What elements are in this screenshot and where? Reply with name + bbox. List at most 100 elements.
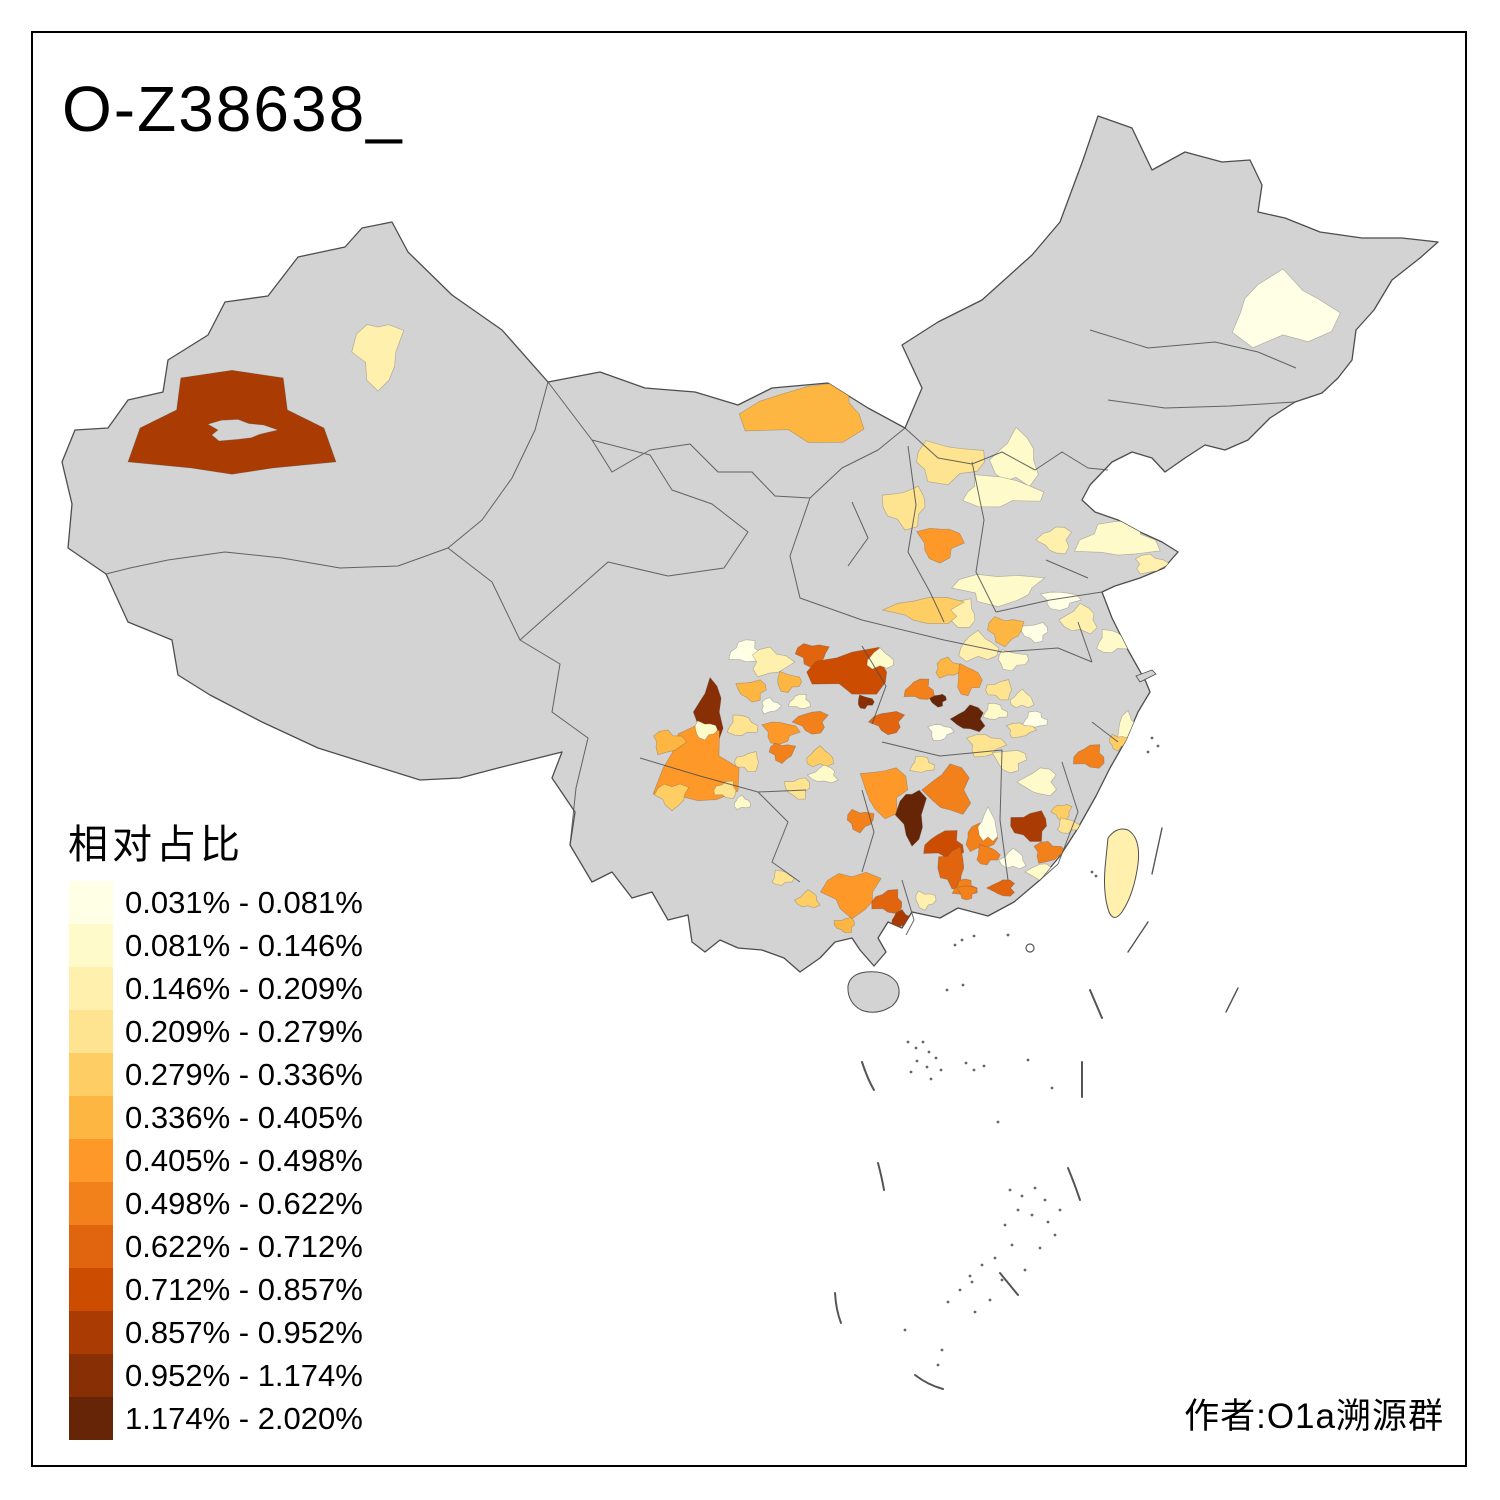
region-blob [1033,841,1067,864]
chongming-island [1135,669,1157,683]
region-blob [1019,622,1049,644]
legend-swatch [69,1053,113,1096]
region-blob [916,440,985,486]
region-blob [694,720,719,741]
region-blob [903,678,935,700]
region-blob [866,647,894,670]
legend-swatch [69,1311,113,1354]
hainan-island [847,971,900,1013]
region-blob [751,646,796,678]
region-blob [915,890,937,911]
island-dot [927,1050,931,1054]
region-blob [777,671,803,693]
island-dot [1050,1086,1054,1090]
region-blob [949,704,986,733]
island-dot [961,983,965,987]
region-blob [652,724,740,801]
region-blob [1035,526,1072,555]
region-blob [1016,767,1057,797]
region-blob [1134,553,1171,575]
region-blob [927,724,955,741]
island-dot [1030,1213,1034,1217]
legend-row: 0.952% - 1.174% [69,1354,363,1397]
legend-label: 0.857% - 0.952% [125,1314,363,1350]
sea-islands-dots [903,736,1160,1367]
region-blob [726,714,759,736]
island-dot [958,1288,962,1292]
legend-label: 0.081% - 0.146% [125,927,363,963]
island-dot [906,1040,910,1044]
region-blob [962,474,1045,508]
legend-row: 0.857% - 0.952% [69,1311,363,1354]
island-dot [972,934,976,938]
island-dot [988,1298,992,1302]
region-blob [735,679,767,703]
region-blob [761,721,801,745]
region-blob [1231,268,1341,349]
island-dot [968,1274,972,1278]
region-blob [734,751,759,773]
region-blob [881,597,966,624]
region-blob [1096,629,1130,654]
region-blob [654,783,690,812]
region-blob [1005,722,1038,739]
island-dot [993,1256,997,1260]
legend-swatch [69,1010,113,1053]
pratas-atoll [1025,943,1035,953]
legend-swatch [69,1139,113,1182]
region-blob [881,485,926,531]
island-dot [1150,736,1154,740]
legend-label: 0.622% - 0.712% [125,1228,363,1264]
prefecture-regions [127,268,1341,934]
legend-label: 0.336% - 0.405% [125,1099,363,1135]
legend-swatch [69,1354,113,1397]
nine-dash-line [834,827,1239,1390]
island-dot [980,1263,984,1267]
island-dot [929,1077,933,1081]
legend-label: 0.952% - 1.174% [125,1357,363,1393]
legend-label: 0.146% - 0.209% [125,970,363,1006]
island-dot [934,1056,938,1060]
legend-row: 0.336% - 0.405% [69,1096,363,1139]
region-blob [894,789,927,847]
legend-row: 0.031% - 0.081% [69,881,363,924]
island-dot [1020,1194,1024,1198]
region-blob [793,889,821,909]
island-dot [1026,1058,1030,1062]
taiwan-island [1104,828,1139,918]
region-blob [806,646,888,695]
region-blob [1073,744,1105,769]
island-dot [1033,1186,1037,1190]
legend-label: 1.174% - 2.020% [125,1400,363,1436]
region-blob [1010,810,1047,842]
region-blob [951,574,1046,608]
legend-swatch [69,1096,113,1139]
island-dot [964,1061,968,1065]
island-dot [1046,1220,1050,1224]
legend-swatch [69,924,113,967]
island-dot [915,1059,919,1063]
legend: 0.031% - 0.081% 0.081% - 0.146% 0.146% - 0… [69,881,363,1440]
legend-label: 0.712% - 0.857% [125,1271,363,1307]
island-dot [973,1310,977,1314]
island-dot [1058,1208,1062,1212]
island-dot [914,1046,918,1050]
island-dot [1003,1223,1007,1227]
legend-label: 0.279% - 0.336% [125,1056,363,1092]
island-dot [925,1065,929,1069]
region-blob [916,527,965,564]
region-blob [998,649,1029,672]
region-blob [928,693,947,708]
legend-row: 1.174% - 2.020% [69,1397,363,1440]
island-dot [1023,1268,1027,1272]
legend-title: 相对占比 [68,823,244,867]
legend-swatch [69,967,113,1010]
region-blob [977,806,999,842]
region-blob [985,679,1012,701]
region-blob [784,777,810,800]
island-dot [936,1363,940,1367]
legend-row: 0.405% - 0.498% [69,1139,363,1182]
region-blob [806,764,839,784]
region-blob [788,693,812,709]
